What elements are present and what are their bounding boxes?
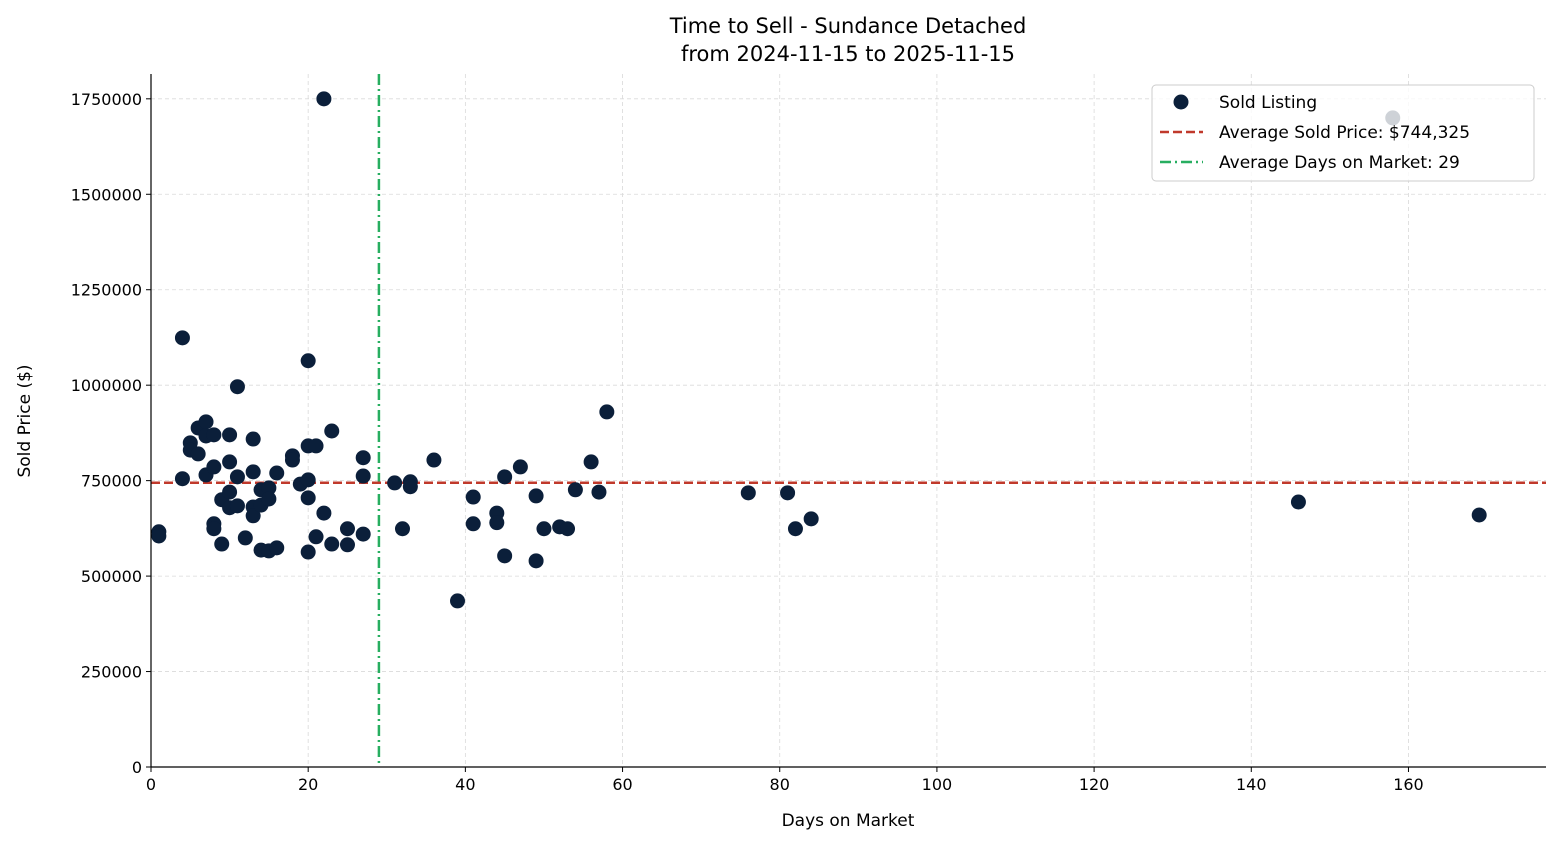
data-point: [300, 353, 316, 369]
data-point: [528, 488, 544, 504]
data-point: [324, 423, 340, 439]
grid: [150, 74, 1546, 768]
data-point: [206, 427, 222, 443]
data-point: [269, 465, 285, 481]
data-point: [237, 530, 253, 546]
data-point: [324, 536, 340, 552]
data-point: [206, 521, 222, 537]
data-point: [229, 379, 245, 395]
x-tick-label: 100: [922, 775, 953, 794]
data-point: [229, 469, 245, 485]
y-tick-label: 1000000: [71, 376, 142, 395]
data-point: [245, 508, 261, 524]
data-points: [151, 91, 1487, 609]
data-point: [497, 548, 513, 564]
data-point: [394, 521, 410, 537]
x-tick-label: 160: [1393, 775, 1424, 794]
data-point: [528, 553, 544, 569]
y-tick-label: 500000: [81, 567, 142, 586]
legend: Sold Listing Average Sold Price: $744,32…: [1151, 84, 1535, 182]
x-tick-label: 60: [612, 775, 632, 794]
data-point: [174, 330, 190, 346]
data-point: [214, 536, 230, 552]
data-point: [174, 471, 190, 487]
data-point: [308, 529, 324, 545]
legend-box: [1151, 84, 1535, 182]
data-point: [465, 516, 481, 532]
x-tick-label: 80: [770, 775, 790, 794]
data-point: [497, 469, 513, 485]
data-point: [316, 505, 332, 521]
x-tick-label: 20: [298, 775, 318, 794]
data-point: [1290, 494, 1306, 510]
data-point: [269, 540, 285, 556]
x-tick-label: 140: [1236, 775, 1267, 794]
x-tick-label: 40: [455, 775, 475, 794]
data-point: [536, 521, 552, 537]
y-tick-label: 1750000: [71, 90, 142, 109]
legend-label-avg-price: Average Sold Price: $744,325: [1219, 123, 1470, 143]
y-axis-label: Sold Price ($): [15, 364, 35, 477]
y-tick-label: 1500000: [71, 185, 142, 204]
data-point: [512, 459, 528, 475]
data-point: [591, 484, 607, 500]
data-point: [190, 446, 206, 462]
data-point: [300, 490, 316, 506]
x-axis-ticks: 0 20 40 60 80 100 120 140 160: [146, 767, 1424, 794]
data-point: [222, 427, 238, 443]
data-point: [740, 485, 756, 501]
data-point: [245, 464, 261, 480]
data-point: [261, 480, 277, 496]
x-tick-label: 0: [146, 775, 156, 794]
data-point: [1471, 507, 1487, 523]
data-point: [222, 484, 238, 500]
data-point: [151, 528, 167, 544]
data-point: [780, 485, 796, 501]
data-point: [339, 537, 355, 553]
data-point: [387, 475, 403, 491]
data-point: [206, 459, 222, 475]
legend-label-avg-days: Average Days on Market: 29: [1219, 153, 1460, 173]
data-point: [560, 521, 576, 537]
data-point: [284, 452, 300, 468]
data-point: [316, 91, 332, 107]
data-point: [787, 521, 803, 537]
chart-subtitle: from 2024-11-15 to 2025-11-15: [681, 42, 1015, 66]
chart-title: Time to Sell - Sundance Detached: [669, 14, 1027, 38]
y-axis-ticks: 0 250000 500000 750000 1000000 1250000 1500000…: [71, 90, 151, 777]
y-tick-label: 1250000: [71, 281, 142, 300]
data-point: [355, 450, 371, 466]
data-point: [308, 438, 324, 454]
data-point: [599, 404, 615, 420]
x-axis-label: Days on Market: [782, 811, 915, 831]
data-point: [465, 489, 481, 505]
data-point: [583, 454, 599, 470]
y-tick-label: 750000: [81, 472, 142, 491]
data-point: [450, 593, 466, 609]
data-point: [803, 511, 819, 527]
data-point: [229, 498, 245, 514]
data-point: [222, 454, 238, 470]
y-tick-label: 250000: [81, 663, 142, 682]
data-point: [261, 491, 277, 507]
data-point: [355, 526, 371, 542]
data-point: [567, 482, 583, 498]
data-point: [426, 452, 442, 468]
data-point: [198, 414, 214, 430]
data-point: [300, 544, 316, 560]
legend-label-points: Sold Listing: [1219, 93, 1317, 113]
data-point: [339, 521, 355, 537]
y-tick-label: 0: [132, 758, 142, 777]
x-tick-label: 120: [1079, 775, 1110, 794]
data-point: [355, 468, 371, 484]
data-point: [489, 515, 505, 531]
data-point: [300, 472, 316, 488]
legend-marker-points: [1173, 94, 1189, 110]
data-point: [402, 479, 418, 495]
data-point: [245, 431, 261, 447]
